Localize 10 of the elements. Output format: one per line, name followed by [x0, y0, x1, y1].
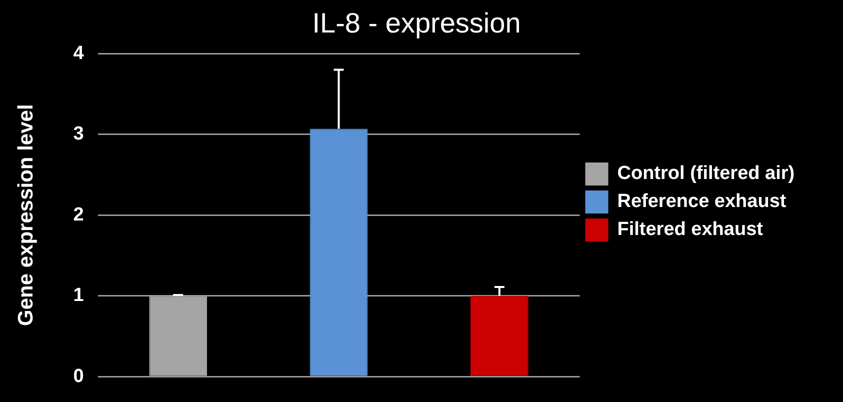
y-tick-label: 0 — [73, 366, 84, 387]
y-tick-label: 4 — [73, 42, 84, 64]
y-tick-label: 2 — [73, 204, 84, 226]
legend-label: Control (filtered air) — [617, 163, 795, 184]
y-axis-title: Gene expression level — [14, 104, 38, 326]
y-tick-label: 1 — [73, 285, 84, 306]
y-tick-label: 3 — [73, 124, 84, 145]
chart-title: IL-8 - expression — [312, 8, 521, 39]
legend-label: Reference exhaust — [617, 191, 787, 212]
legend-label: Filtered exhaust — [617, 219, 764, 240]
